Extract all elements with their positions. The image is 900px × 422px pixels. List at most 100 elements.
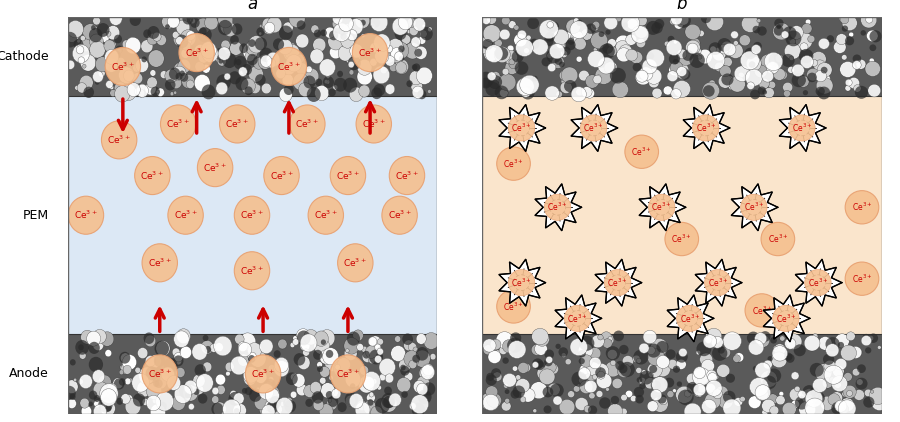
Circle shape bbox=[119, 67, 134, 84]
Circle shape bbox=[154, 355, 166, 367]
Circle shape bbox=[845, 191, 878, 224]
Circle shape bbox=[93, 370, 104, 383]
Circle shape bbox=[303, 385, 316, 398]
Circle shape bbox=[646, 344, 661, 357]
Circle shape bbox=[329, 30, 338, 41]
Circle shape bbox=[229, 392, 241, 406]
Circle shape bbox=[297, 330, 310, 345]
Text: $\mathrm{Ce}^{3+}$: $\mathrm{Ce}^{3+}$ bbox=[148, 368, 172, 380]
Circle shape bbox=[394, 27, 407, 40]
Circle shape bbox=[95, 386, 99, 390]
Circle shape bbox=[374, 84, 385, 96]
Circle shape bbox=[150, 373, 158, 382]
Circle shape bbox=[827, 35, 834, 42]
Circle shape bbox=[348, 19, 363, 35]
Circle shape bbox=[580, 380, 593, 394]
Circle shape bbox=[266, 52, 280, 67]
Circle shape bbox=[94, 382, 109, 398]
Circle shape bbox=[825, 84, 829, 87]
Circle shape bbox=[871, 395, 887, 411]
Circle shape bbox=[482, 394, 499, 411]
Circle shape bbox=[81, 330, 94, 344]
Circle shape bbox=[113, 51, 121, 58]
Circle shape bbox=[246, 355, 281, 393]
Circle shape bbox=[577, 384, 580, 388]
Circle shape bbox=[238, 67, 248, 76]
Circle shape bbox=[574, 38, 586, 50]
Circle shape bbox=[590, 23, 598, 31]
Circle shape bbox=[179, 384, 194, 398]
Circle shape bbox=[214, 48, 226, 60]
Circle shape bbox=[508, 59, 515, 65]
Circle shape bbox=[535, 332, 549, 346]
Circle shape bbox=[544, 406, 552, 414]
Circle shape bbox=[531, 344, 543, 355]
Circle shape bbox=[711, 336, 724, 348]
Circle shape bbox=[503, 384, 508, 388]
Circle shape bbox=[282, 74, 293, 86]
Circle shape bbox=[239, 333, 256, 350]
Circle shape bbox=[753, 366, 758, 371]
Circle shape bbox=[774, 344, 786, 355]
Circle shape bbox=[404, 351, 419, 367]
Circle shape bbox=[639, 343, 649, 353]
Circle shape bbox=[752, 45, 761, 54]
Circle shape bbox=[651, 380, 661, 390]
Circle shape bbox=[838, 400, 856, 417]
Circle shape bbox=[91, 25, 95, 30]
Circle shape bbox=[560, 81, 572, 93]
Circle shape bbox=[116, 57, 125, 67]
Circle shape bbox=[346, 395, 356, 406]
Circle shape bbox=[828, 393, 841, 406]
Circle shape bbox=[823, 354, 834, 365]
Circle shape bbox=[492, 372, 502, 381]
Circle shape bbox=[381, 67, 387, 74]
Circle shape bbox=[121, 353, 130, 363]
Circle shape bbox=[755, 385, 770, 400]
Circle shape bbox=[286, 51, 292, 57]
Circle shape bbox=[180, 73, 188, 82]
Circle shape bbox=[621, 14, 640, 32]
Text: $\mathrm{Ce}^{3+}$: $\mathrm{Ce}^{3+}$ bbox=[752, 304, 772, 316]
Circle shape bbox=[141, 40, 153, 53]
Circle shape bbox=[333, 85, 338, 90]
Circle shape bbox=[98, 375, 112, 389]
Circle shape bbox=[678, 390, 694, 405]
Circle shape bbox=[817, 87, 831, 99]
Circle shape bbox=[813, 334, 818, 339]
Circle shape bbox=[636, 70, 648, 82]
Circle shape bbox=[194, 364, 206, 376]
Circle shape bbox=[647, 349, 664, 366]
Circle shape bbox=[542, 57, 551, 66]
Circle shape bbox=[190, 17, 200, 28]
Circle shape bbox=[217, 57, 226, 66]
Circle shape bbox=[485, 82, 500, 96]
Circle shape bbox=[156, 392, 174, 411]
Circle shape bbox=[770, 337, 777, 344]
Circle shape bbox=[805, 398, 824, 417]
Circle shape bbox=[669, 65, 680, 76]
Circle shape bbox=[676, 359, 686, 369]
Circle shape bbox=[105, 59, 118, 72]
Circle shape bbox=[154, 375, 166, 389]
Circle shape bbox=[411, 403, 425, 417]
Circle shape bbox=[564, 305, 590, 331]
Circle shape bbox=[845, 79, 852, 86]
Circle shape bbox=[878, 346, 881, 349]
Circle shape bbox=[89, 390, 97, 400]
Circle shape bbox=[374, 49, 389, 64]
Circle shape bbox=[713, 389, 723, 399]
Circle shape bbox=[744, 48, 756, 59]
Circle shape bbox=[547, 383, 560, 396]
Circle shape bbox=[494, 39, 502, 47]
Circle shape bbox=[779, 392, 784, 396]
Circle shape bbox=[544, 362, 556, 373]
Circle shape bbox=[652, 22, 662, 33]
Circle shape bbox=[332, 13, 343, 24]
Circle shape bbox=[256, 27, 265, 36]
Circle shape bbox=[854, 390, 865, 400]
Circle shape bbox=[313, 38, 326, 52]
Circle shape bbox=[723, 399, 741, 417]
Circle shape bbox=[817, 62, 833, 77]
Circle shape bbox=[501, 16, 510, 25]
